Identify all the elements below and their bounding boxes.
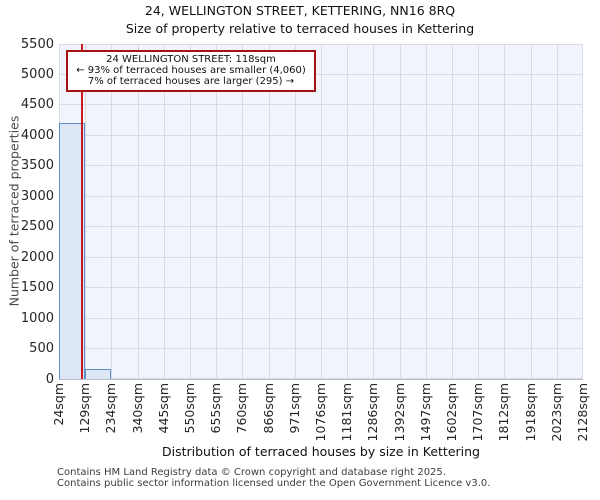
x-tick-label: 1497sqm [417, 383, 433, 442]
x-tick-label: 1392sqm [391, 383, 407, 442]
gridline-vertical [347, 44, 349, 379]
gridline-vertical [478, 44, 480, 379]
x-tick-label: 1918sqm [522, 383, 538, 442]
x-tick-label: 2128sqm [575, 383, 590, 442]
property-size-marker-line [81, 44, 84, 379]
gridline-vertical [163, 44, 165, 379]
x-tick-label: 1076sqm [313, 383, 328, 442]
x-tick-label: 866sqm [260, 383, 276, 434]
x-tick-label: 129sqm [77, 383, 93, 434]
x-tick-label: 1181sqm [339, 383, 355, 442]
page-title: 24, WELLINGTON STREET, KETTERING, NN16 8… [144, 3, 456, 18]
footer: Contains HM Land Registry data © Crown c… [57, 467, 490, 489]
y-tick-label: 2500 [20, 219, 54, 235]
x-tick-label: 1602sqm [444, 383, 459, 442]
x-tick-label: 760sqm [234, 383, 250, 434]
x-tick-label: 1812sqm [496, 383, 512, 442]
gridline-vertical [294, 44, 296, 379]
annotation-larger: 7% of terraced houses are larger (295) → [87, 76, 295, 87]
x-tick-label: 1286sqm [365, 383, 381, 442]
x-tick-label: 2023sqm [548, 383, 564, 442]
y-tick-label: 5000 [20, 66, 54, 82]
gridline-vertical [85, 44, 87, 379]
footer-line-1: Contains HM Land Registry data © Crown c… [57, 467, 446, 478]
plot-area [59, 43, 583, 380]
gridline-vertical [373, 44, 375, 379]
gridline-vertical [399, 44, 401, 379]
gridline-vertical [111, 44, 113, 379]
gridline-vertical [137, 44, 139, 379]
x-tick-label: 340sqm [129, 383, 145, 434]
x-tick-label: 445sqm [155, 383, 171, 434]
y-axis-label: Number of terraced properties [6, 115, 22, 307]
y-tick-label: 4000 [20, 127, 54, 143]
gridline-vertical [556, 44, 558, 379]
x-tick-label: 1707sqm [470, 383, 486, 442]
x-axis-label: Distribution of terraced houses by size … [162, 444, 480, 459]
histogram-bar [59, 123, 86, 379]
y-tick-label: 5500 [20, 36, 54, 52]
x-tick-label: 24sqm [51, 383, 66, 426]
page-subtitle: Size of property relative to terraced ho… [125, 21, 475, 36]
gridline-vertical [452, 44, 453, 379]
y-tick-label: 4500 [20, 97, 54, 113]
y-tick-label: 1500 [20, 280, 54, 296]
footer-line-2: Contains public sector information licen… [57, 478, 491, 489]
annotation-property-size: 24 WELLINGTON STREET: 118sqm [106, 54, 276, 65]
y-tick-label: 0 [45, 371, 54, 387]
gridline-vertical [190, 44, 191, 379]
y-tick-label: 2000 [20, 249, 54, 265]
gridline-vertical [321, 44, 322, 379]
x-tick-label: 971sqm [286, 383, 302, 434]
gridline-vertical [268, 44, 270, 379]
x-tick-label: 234sqm [103, 383, 119, 434]
y-tick-label: 3000 [20, 188, 54, 204]
annotation-box: 24 WELLINGTON STREET: 118sqm ← 93% of te… [66, 50, 316, 92]
annotation-smaller: ← 93% of terraced houses are smaller (4,… [76, 65, 306, 76]
y-tick-label: 3500 [20, 158, 54, 174]
histogram-bar [85, 369, 112, 379]
gridline-vertical [582, 44, 583, 379]
x-tick-label: 550sqm [182, 383, 197, 434]
gridline-vertical [216, 44, 218, 379]
gridline-vertical [242, 44, 244, 379]
gridline-vertical [425, 44, 427, 379]
x-tick-label: 655sqm [208, 383, 224, 434]
y-tick-label: 500 [29, 341, 54, 357]
y-tick-label: 1000 [20, 310, 54, 326]
gridline-vertical [504, 44, 506, 379]
gridline-vertical [530, 44, 532, 379]
